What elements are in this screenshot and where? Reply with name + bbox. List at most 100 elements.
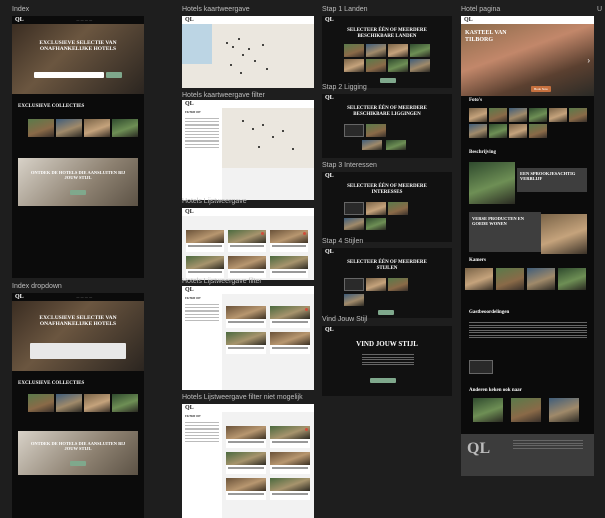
interest-option[interactable] bbox=[366, 202, 386, 215]
hotel-card[interactable] bbox=[186, 230, 224, 252]
frame-index[interactable]: QL — — — — EXCLUSIEVE SELECTIE VAN ONAFHA… bbox=[12, 16, 144, 278]
hotel-card[interactable] bbox=[228, 230, 266, 252]
country-option[interactable] bbox=[388, 44, 408, 57]
hotel-map[interactable] bbox=[182, 24, 314, 88]
style-option[interactable] bbox=[388, 278, 408, 291]
collection-card[interactable] bbox=[112, 119, 138, 137]
hotel-card[interactable] bbox=[270, 478, 310, 500]
logo[interactable]: QL bbox=[325, 327, 334, 333]
hotel-map[interactable] bbox=[222, 108, 314, 168]
filter-sidebar[interactable]: FILTER OP bbox=[182, 108, 222, 200]
find-style-button[interactable] bbox=[370, 378, 396, 383]
hotel-card[interactable] bbox=[270, 230, 308, 252]
room-card[interactable] bbox=[465, 268, 493, 290]
collection-card[interactable] bbox=[56, 394, 82, 412]
related-hotel-card[interactable] bbox=[511, 398, 541, 422]
photo-thumb[interactable] bbox=[469, 108, 487, 122]
frame-vind-jouw-stijl[interactable]: QL VIND JOUW STIJL bbox=[322, 326, 452, 396]
filter-sidebar[interactable]: FILTER OP bbox=[182, 412, 222, 518]
hotel-card[interactable] bbox=[270, 306, 310, 328]
interest-option[interactable] bbox=[366, 218, 386, 230]
frame-index-dropdown[interactable]: QL — — — — EXCLUSIEVE SELECTIE VAN ONAFHA… bbox=[12, 293, 144, 518]
style-option[interactable] bbox=[344, 278, 364, 291]
photo-thumb[interactable] bbox=[529, 108, 547, 122]
frame-hotels-map-filter[interactable]: QL FILTER OP bbox=[182, 100, 314, 200]
collection-card[interactable] bbox=[84, 119, 110, 137]
logo[interactable]: QL bbox=[185, 287, 194, 293]
chevron-right-icon[interactable]: › bbox=[587, 56, 590, 65]
photo-thumb[interactable] bbox=[509, 108, 527, 122]
collection-card[interactable] bbox=[112, 394, 138, 412]
hotel-card[interactable] bbox=[270, 426, 310, 448]
logo[interactable]: QL bbox=[325, 173, 334, 179]
collection-card[interactable] bbox=[28, 119, 54, 137]
next-button[interactable] bbox=[380, 78, 396, 83]
hotel-card[interactable] bbox=[270, 256, 308, 278]
style-option[interactable] bbox=[366, 278, 386, 291]
frame-hotels-list-filter-impossible[interactable]: QL FILTER OP bbox=[182, 404, 314, 518]
related-hotel-card[interactable] bbox=[473, 398, 503, 422]
interest-option[interactable] bbox=[388, 202, 408, 215]
collection-card[interactable] bbox=[84, 394, 110, 412]
hotel-card[interactable] bbox=[270, 332, 310, 354]
book-now-button[interactable]: Book Now bbox=[531, 86, 551, 92]
photo-thumb[interactable] bbox=[509, 124, 527, 138]
location-option[interactable] bbox=[362, 140, 382, 150]
logo[interactable]: QL bbox=[325, 17, 334, 23]
photo-thumb[interactable] bbox=[549, 108, 567, 122]
logo[interactable]: QL bbox=[185, 405, 194, 411]
frame-step2[interactable]: QL SELECTEER ÉÉN OF MEERDERE BESCHIKBARE… bbox=[322, 94, 452, 158]
interest-option[interactable] bbox=[344, 218, 364, 230]
hotel-card[interactable] bbox=[186, 256, 224, 278]
frame-hotel-page[interactable]: QL KASTEEL VAN TILBORG Book Now › Foto's… bbox=[461, 16, 594, 476]
logo[interactable]: QL bbox=[15, 294, 24, 300]
search-input[interactable] bbox=[34, 72, 104, 78]
collection-card[interactable] bbox=[56, 119, 82, 137]
logo[interactable]: QL bbox=[464, 17, 473, 23]
hotel-card[interactable] bbox=[226, 426, 266, 448]
filter-sidebar[interactable]: FILTER OP bbox=[182, 294, 222, 390]
room-card[interactable] bbox=[558, 268, 586, 290]
logo[interactable]: QL bbox=[325, 249, 334, 255]
photo-thumb[interactable] bbox=[469, 124, 487, 138]
frame-hotels-map[interactable]: QL bbox=[182, 16, 314, 88]
photo-thumb[interactable] bbox=[529, 124, 547, 138]
frame-step1[interactable]: QL SELECTEER ÉÉN OF MEERDERE BESCHIKBARE… bbox=[322, 16, 452, 88]
logo[interactable]: QL bbox=[325, 95, 334, 101]
style-option[interactable] bbox=[344, 294, 364, 306]
logo[interactable]: QL bbox=[185, 17, 194, 23]
hotel-card[interactable] bbox=[226, 452, 266, 474]
photo-thumb[interactable] bbox=[569, 108, 587, 122]
location-option[interactable] bbox=[344, 124, 364, 137]
location-option[interactable] bbox=[386, 140, 406, 150]
banner-button[interactable] bbox=[70, 461, 86, 466]
location-option[interactable] bbox=[366, 124, 386, 137]
banner-button[interactable] bbox=[70, 190, 86, 195]
frame-hotels-list-filter[interactable]: QL FILTER OP bbox=[182, 286, 314, 390]
search-button[interactable] bbox=[106, 72, 122, 78]
hotel-card[interactable] bbox=[226, 478, 266, 500]
interest-option[interactable] bbox=[344, 202, 364, 215]
country-option[interactable] bbox=[344, 44, 364, 57]
logo[interactable]: QL bbox=[185, 209, 194, 215]
country-option[interactable] bbox=[344, 59, 364, 72]
room-card[interactable] bbox=[496, 268, 524, 290]
related-hotel-card[interactable] bbox=[549, 398, 579, 422]
review-card[interactable] bbox=[469, 360, 493, 374]
country-option[interactable] bbox=[388, 59, 408, 72]
logo[interactable]: QL bbox=[15, 17, 24, 23]
hotel-card[interactable] bbox=[226, 306, 266, 328]
country-option[interactable] bbox=[410, 59, 430, 72]
country-option[interactable] bbox=[366, 44, 386, 57]
room-card[interactable] bbox=[527, 268, 555, 290]
country-option[interactable] bbox=[410, 44, 430, 57]
hotel-card[interactable] bbox=[226, 332, 266, 354]
hotel-card[interactable] bbox=[228, 256, 266, 278]
footer-logo[interactable]: QL bbox=[467, 440, 491, 457]
photo-thumb[interactable] bbox=[489, 108, 507, 122]
next-button[interactable] bbox=[378, 310, 394, 315]
collection-card[interactable] bbox=[28, 394, 54, 412]
frame-step4[interactable]: QL SELECTEER ÉÉN OF MEERDERE STIJLEN bbox=[322, 248, 452, 318]
search-dropdown[interactable] bbox=[30, 343, 126, 359]
country-option[interactable] bbox=[366, 59, 386, 72]
